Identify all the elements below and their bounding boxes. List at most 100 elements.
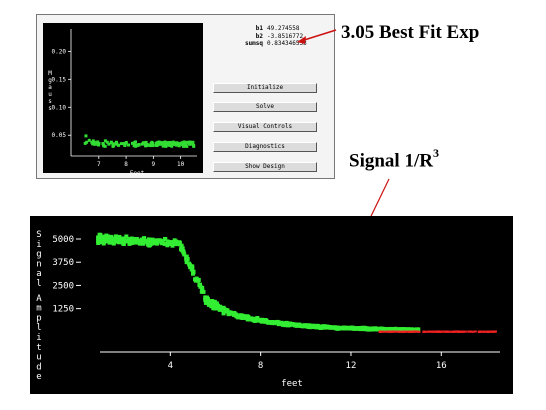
best-fit-callout: 3.05 Best Fit Exp — [341, 22, 480, 43]
y-tick-label: 0.20 — [52, 48, 67, 55]
data-point — [166, 143, 170, 147]
data-point-red — [387, 330, 391, 333]
x-axis-label: Feet — [130, 170, 145, 177]
data-point — [210, 301, 215, 306]
show-design-button[interactable]: Show Design — [213, 162, 317, 172]
data-point — [127, 237, 132, 242]
data-point — [118, 237, 123, 242]
data-point — [170, 243, 175, 248]
data-point — [115, 142, 119, 146]
x-tick-label: 10 — [177, 161, 185, 168]
x-tick-label: 4 — [168, 361, 173, 371]
y-axis-label-char: S — [36, 230, 41, 240]
data-point — [107, 240, 112, 245]
data-point-red — [445, 330, 449, 333]
data-point — [149, 144, 153, 148]
y-axis-label-char: p — [36, 313, 41, 323]
param-value: 49.274558 — [267, 25, 300, 32]
param-value: -3.8516772 — [267, 32, 304, 40]
data-point — [179, 245, 184, 250]
data-point — [282, 323, 287, 328]
y-tick-label: 0.15 — [52, 76, 67, 83]
data-point — [250, 316, 255, 321]
data-point — [84, 134, 88, 138]
data-point-red — [477, 330, 481, 333]
data-point — [198, 284, 203, 289]
data-point — [363, 327, 368, 332]
param-row-sumsq: sumsq 0.834346533 — [235, 40, 335, 48]
data-point — [181, 249, 186, 254]
data-point — [344, 325, 349, 330]
y-axis-label-char: a — [36, 269, 41, 279]
data-point — [141, 238, 146, 243]
data-point — [109, 237, 114, 242]
data-point — [212, 303, 217, 308]
data-point-red — [403, 330, 407, 333]
x-tick-label: 7 — [97, 161, 101, 168]
data-point — [279, 321, 284, 326]
data-point — [209, 304, 214, 309]
y-axis-label-char: M — [48, 70, 52, 77]
data-point-red — [417, 330, 421, 333]
visual-controls-button[interactable]: Visual Controls — [213, 122, 317, 132]
data-point — [263, 318, 268, 323]
param-row-b1: b1 49.274558 — [235, 25, 335, 33]
solve-button[interactable]: Solve — [213, 102, 317, 112]
data-point — [173, 242, 178, 247]
data-point-red — [415, 330, 419, 333]
data-point — [117, 143, 121, 147]
data-point — [326, 325, 331, 330]
data-point — [175, 241, 180, 246]
y-tick-label: 0.05 — [52, 132, 67, 139]
data-point — [267, 320, 272, 325]
data-point — [139, 239, 144, 244]
data-point — [318, 326, 323, 331]
data-point-red — [378, 330, 382, 333]
data-point — [412, 328, 417, 333]
data-point — [243, 315, 248, 320]
data-point-red — [480, 330, 484, 333]
data-point — [190, 142, 194, 146]
diagnostics-button[interactable]: Diagnostics — [213, 142, 317, 152]
data-point — [410, 328, 415, 333]
data-point — [112, 144, 116, 148]
data-point — [193, 278, 198, 283]
data-point — [184, 260, 189, 265]
data-point-red — [385, 330, 389, 333]
data-point — [112, 236, 117, 241]
data-point — [380, 327, 385, 332]
initialize-button[interactable]: Initialize — [213, 83, 317, 93]
data-point — [163, 142, 167, 146]
data-point — [306, 324, 311, 329]
y-axis-label-char: l — [36, 323, 41, 333]
data-point-red — [456, 330, 460, 333]
data-point — [137, 142, 141, 146]
data-point-red — [427, 330, 431, 333]
data-point-red — [407, 330, 411, 333]
data-point — [112, 142, 116, 146]
data-point — [123, 238, 128, 243]
data-point — [148, 239, 153, 244]
data-point — [335, 325, 340, 330]
data-point — [184, 254, 189, 259]
data-point-red — [464, 330, 468, 333]
y-axis-label-char: d — [36, 362, 41, 372]
data-point — [190, 266, 195, 271]
data-point — [295, 323, 300, 328]
data-point — [186, 261, 191, 266]
x-tick-label: 16 — [436, 361, 447, 371]
data-point — [233, 312, 238, 317]
data-point — [284, 322, 289, 327]
data-point — [246, 315, 251, 320]
data-point-red — [413, 330, 417, 333]
data-point — [99, 240, 104, 245]
data-point — [191, 269, 196, 274]
data-point — [215, 303, 220, 308]
data-point — [163, 140, 167, 144]
data-point-red — [467, 330, 471, 333]
data-point — [177, 144, 181, 148]
data-point — [91, 139, 95, 143]
param-row-b2: b2 -3.8516772 — [235, 33, 335, 41]
data-point — [190, 264, 195, 269]
